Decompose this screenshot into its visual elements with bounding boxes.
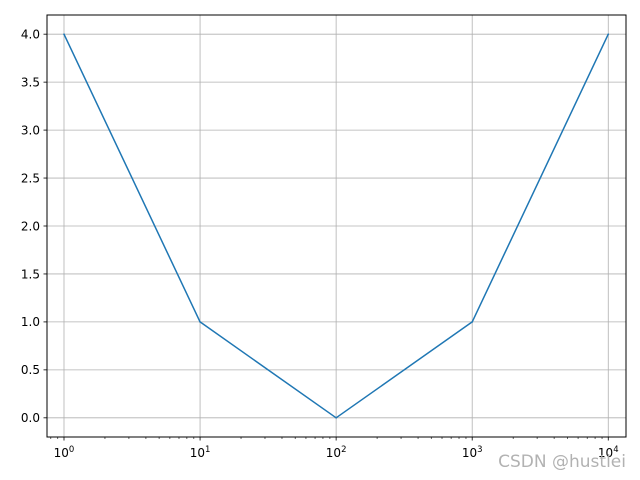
x-tick-label-exponent: 2 (341, 445, 346, 455)
x-tick-label-exponent: 3 (477, 445, 482, 455)
minor-tick-layer (50, 437, 603, 439)
y-tick-label: 4.0 (21, 27, 40, 41)
x-tick-label: 100 (54, 445, 75, 460)
x-tick-label-base: 10 (54, 446, 69, 460)
x-tick-label-base: 10 (326, 446, 341, 460)
y-tick-label: 2.5 (21, 171, 40, 185)
x-tick-label: 103 (462, 445, 483, 460)
x-tick-label-base: 10 (462, 446, 477, 460)
y-axis-ticks: 0.0 0.5 1.0 1.5 2.0 2.5 3.0 3.5 4.0 (21, 27, 47, 425)
y-tick-label: 0.5 (21, 363, 40, 377)
x-tick-label: 102 (326, 445, 347, 460)
x-tick-label-exponent: 1 (205, 445, 210, 455)
y-tick-label: 3.0 (21, 123, 40, 137)
y-tick-label: 1.0 (21, 315, 40, 329)
y-tick-label: 2.0 (21, 219, 40, 233)
data-point (63, 33, 65, 35)
data-point (607, 33, 610, 35)
x-tick-label: 101 (190, 445, 211, 460)
x-tick-label-base: 10 (598, 446, 613, 460)
y-tick-label: 1.5 (21, 267, 40, 281)
data-point (335, 417, 337, 419)
x-tick-label: 104 (598, 445, 619, 460)
x-tick-label-exponent: 0 (69, 445, 74, 455)
x-tick-label-base: 10 (190, 446, 205, 460)
y-tick-label: 0.0 (21, 411, 40, 425)
y-tick-label: 3.5 (21, 75, 40, 89)
data-point (471, 321, 473, 323)
grid-layer (47, 15, 626, 437)
watermark-text: CSDN @hustlei (498, 452, 626, 472)
series-layer (63, 33, 610, 419)
x-tick-label-exponent: 4 (613, 445, 618, 455)
x-axis-ticks: 100 101 102 103 104 (54, 437, 619, 460)
data-point (199, 321, 201, 323)
